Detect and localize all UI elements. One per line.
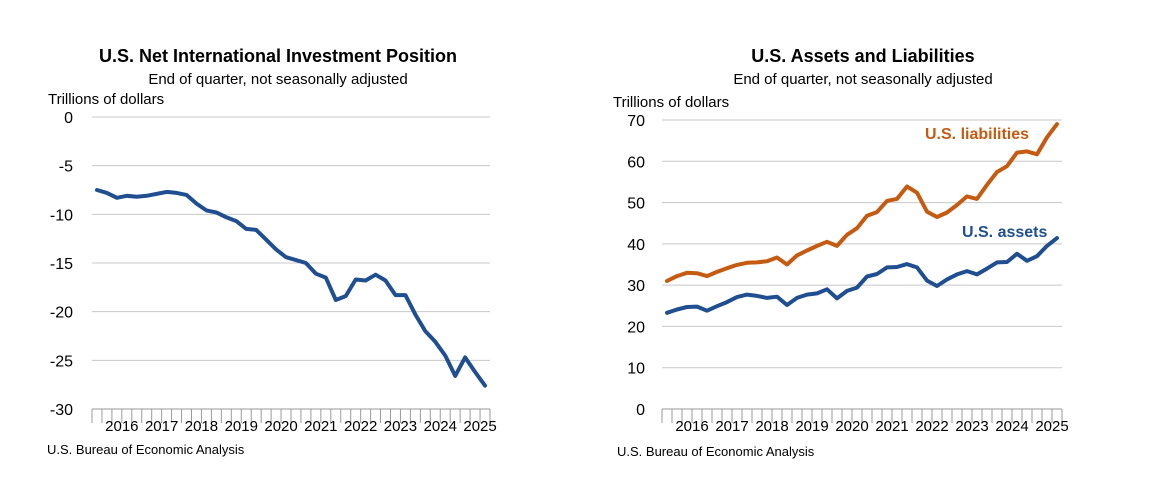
x-tick-label: 2023 [955,418,988,435]
y-tick-label: -15 [50,256,73,273]
y-tick-label: -30 [50,402,73,419]
x-tick-label: 2019 [225,418,258,435]
chart-left: U.S. Net International Investment Positi… [47,46,497,457]
y-axis-label: Trillions of dollars [613,94,729,111]
y-tick-label: 30 [627,278,645,295]
y-tick-label: -25 [50,353,73,370]
y-tick-label: 10 [627,361,645,378]
chart-subtitle: End of quarter, not seasonally adjusted [148,71,407,88]
x-tick-label: 2019 [795,418,828,435]
x-tick-label: 2018 [755,418,788,435]
y-tick-label: -10 [50,207,73,224]
y-tick-label: 0 [64,110,73,127]
x-tick-label: 2018 [185,418,218,435]
y-axis-ticks: 0 -5 -10 -15 -20 -25 -30 [50,110,73,419]
x-tick-label: 2022 [915,418,948,435]
y-tick-label: -5 [59,159,73,176]
x-tick-label: 2023 [384,418,417,435]
x-tick-label: 2016 [675,418,708,435]
chart-title: U.S. Net International Investment Positi… [99,46,457,66]
x-tick-label: 2016 [105,418,138,435]
chart-right: U.S. Assets and Liabilities End of quart… [613,46,1069,459]
series-group [665,122,1059,315]
y-axis-label: Trillions of dollars [48,91,164,108]
x-tick-label: 2020 [264,418,297,435]
x-axis: 2016 2017 2018 2019 2020 2021 2022 2023 2024 2025 [661,408,1069,435]
y-tick-label: -20 [50,305,73,322]
y-tick-label: 40 [627,237,645,254]
y-tick-label: 60 [627,154,645,171]
x-tick-label: 2017 [145,418,178,435]
x-tick-label: 2022 [344,418,377,435]
y-tick-label: 20 [627,319,645,336]
series-label-assets: U.S. assets [962,224,1047,241]
series-group [95,188,487,388]
series-line [95,188,487,388]
y-axis-ticks: 70 60 50 40 30 20 10 0 [627,113,645,419]
x-tick-label: 2025 [463,418,496,435]
gridlines [662,119,1062,369]
series-line [665,122,1059,283]
x-tick-label: 2025 [1035,418,1068,435]
x-axis: 2016 2017 2018 2019 2020 2021 2022 2023 2024 2025 [91,408,497,435]
chart-subtitle: End of quarter, not seasonally adjusted [733,71,992,88]
series-label-liabilities: U.S. liabilities [925,126,1029,143]
y-tick-label: 50 [627,196,645,213]
x-tick-label: 2017 [715,418,748,435]
source-note: U.S. Bureau of Economic Analysis [617,444,815,459]
series-line [665,236,1059,315]
x-tick-label: 2024 [995,418,1028,435]
x-tick-label: 2021 [304,418,337,435]
y-tick-label: 70 [627,113,645,130]
chart-title: U.S. Assets and Liabilities [751,46,974,66]
y-tick-label: 0 [636,402,645,419]
source-note: U.S. Bureau of Economic Analysis [47,442,245,457]
x-tick-label: 2021 [875,418,908,435]
x-tick-label: 2024 [424,418,457,435]
gridlines [92,116,490,361]
x-tick-label: 2020 [835,418,868,435]
